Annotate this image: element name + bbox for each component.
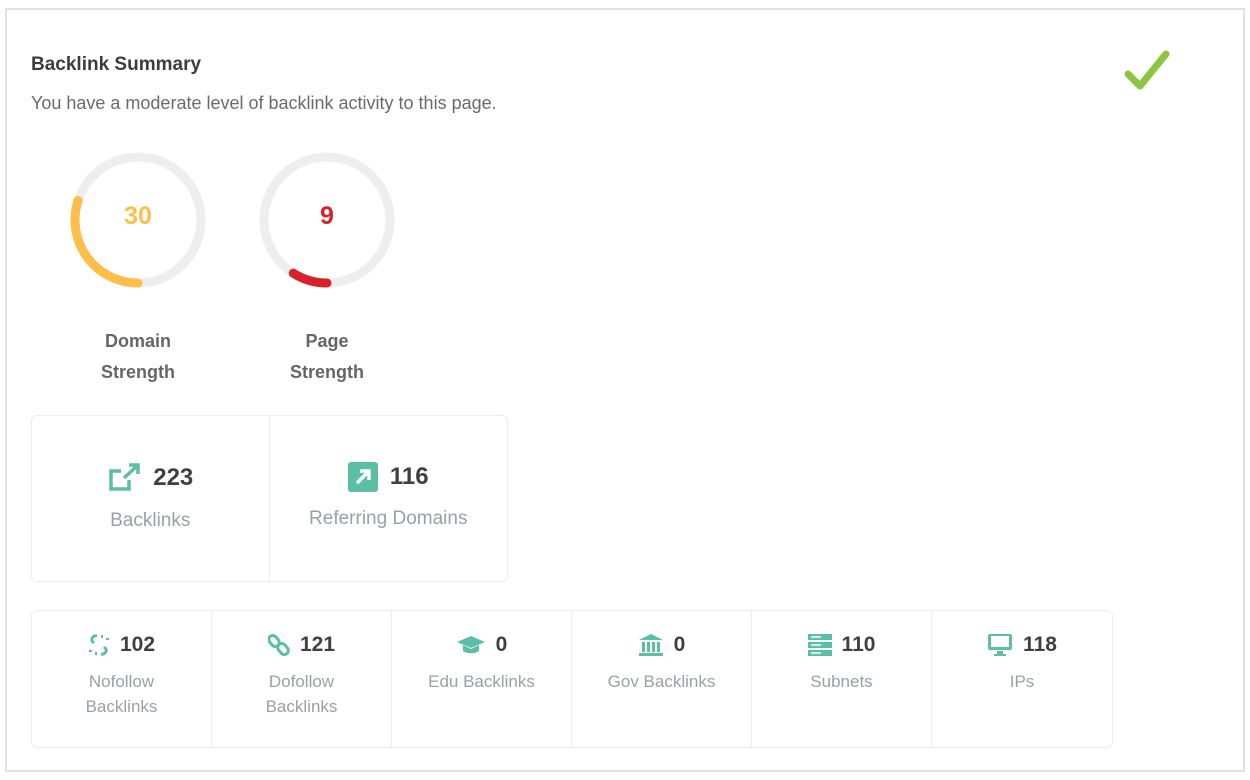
- gauge-arc: [259, 152, 395, 288]
- stat-label: Gov Backlinks: [607, 672, 716, 691]
- stat-label: Nofollow Backlinks: [85, 672, 158, 716]
- stat-ips: 118 IPs: [932, 611, 1112, 747]
- monitor-icon: [988, 634, 1013, 656]
- gauge-value: 9: [320, 202, 334, 230]
- stat-value: 110: [841, 633, 876, 656]
- bank-icon: [638, 634, 663, 656]
- stat-value: 116: [389, 463, 429, 490]
- stat-value: 0: [495, 633, 508, 656]
- gauge-label: Page Strength: [290, 331, 364, 382]
- stat-backlinks: 223 Backlinks: [32, 416, 270, 581]
- secondary-stats: 102 Nofollow Backlinks 121 Dofollow Back…: [31, 610, 1113, 748]
- stat-value: 118: [1023, 633, 1057, 656]
- stat-value: 102: [119, 633, 156, 656]
- stat-label: Dofollow Backlinks: [265, 672, 338, 716]
- stat-value: 223: [153, 464, 194, 491]
- page-strength-gauge: 9 Page Strength: [257, 150, 397, 388]
- stat-edu: 0 Edu Backlinks: [392, 611, 572, 747]
- broken-link-icon: [88, 634, 109, 656]
- section-subtitle: You have a moderate level of backlink ac…: [31, 93, 497, 113]
- stat-value: 0: [673, 633, 686, 656]
- gauge-ring: [70, 152, 206, 288]
- external-link-icon: [109, 463, 140, 491]
- stat-gov: 0 Gov Backlinks: [572, 611, 752, 747]
- gauge-value: 30: [124, 202, 152, 230]
- domain-strength-gauge: 30 Domain Strength: [68, 150, 208, 388]
- stat-label: IPs: [1009, 672, 1035, 691]
- link-icon: [267, 633, 290, 657]
- gauge-label: Domain Strength: [101, 331, 175, 382]
- server-icon: [807, 634, 832, 656]
- stat-value: 121: [299, 633, 336, 656]
- stat-dofollow: 121 Dofollow Backlinks: [212, 611, 392, 747]
- section-title: Backlink Summary: [31, 54, 202, 75]
- primary-stats: 223 Backlinks 116 Referring Domains: [31, 415, 508, 582]
- stat-nofollow: 102 Nofollow Backlinks: [32, 611, 212, 747]
- graduation-cap-icon: [456, 636, 485, 654]
- stat-referring-domains: 116 Referring Domains: [270, 416, 508, 581]
- stat-label: Edu Backlinks: [428, 672, 535, 691]
- gauge-ring: [259, 152, 395, 288]
- stat-label: Subnets: [810, 672, 873, 691]
- stat-label: Referring Domains: [309, 508, 468, 529]
- check-icon: [1124, 50, 1170, 90]
- gauge-arc: [70, 152, 206, 288]
- arrow-up-right-square-icon: [347, 462, 378, 492]
- stat-subnets: 110 Subnets: [752, 611, 932, 747]
- stat-label: Backlinks: [110, 510, 191, 531]
